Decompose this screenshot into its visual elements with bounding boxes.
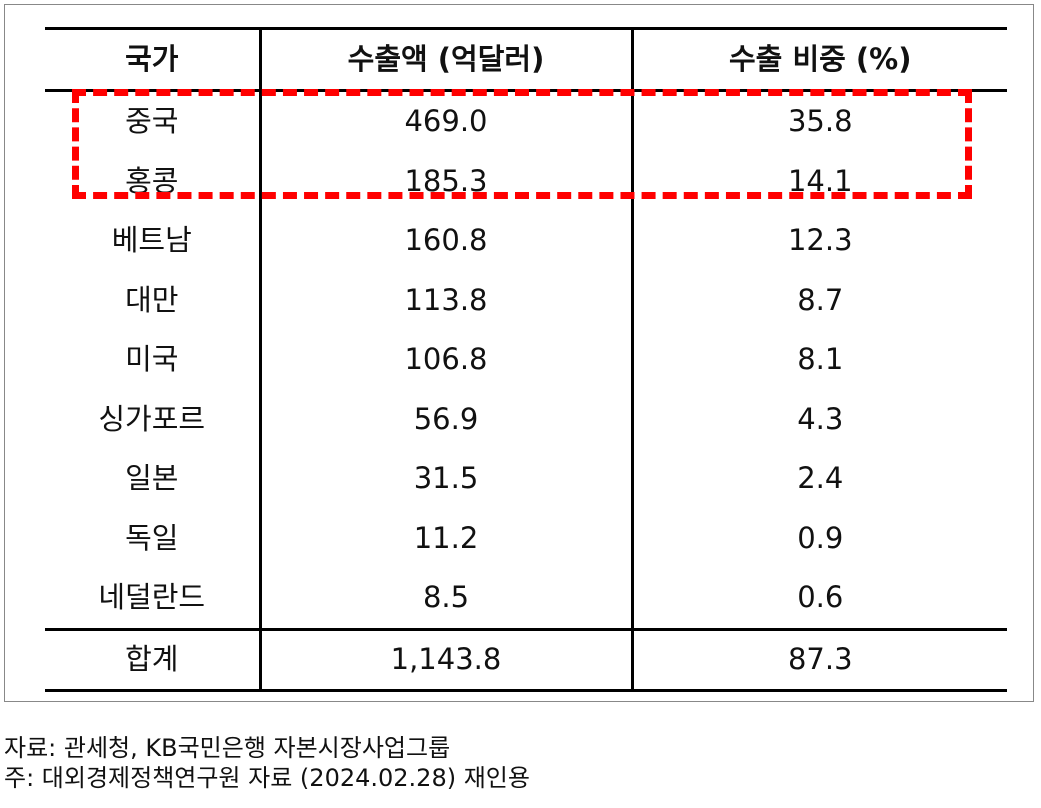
amount-cell: 56.9	[258, 389, 632, 449]
table-row: 홍콩 185.3 14.1	[45, 151, 1007, 211]
export-table: 국가 수출액 (억달러) 수출 비중 (%) 중국 469.0 35.8 홍콩 …	[45, 27, 1007, 692]
share-cell: 14.1	[630, 151, 1007, 211]
amount-cell: 113.8	[258, 270, 632, 330]
notes: 자료: 관세청, KB국민은행 자본시장사업그룹 주: 대외경제정책연구원 자료…	[4, 733, 530, 793]
amount-cell: 31.5	[258, 449, 632, 509]
share-cell: 8.7	[630, 270, 1007, 330]
country-cell: 미국	[125, 342, 179, 377]
table-row: 중국 469.0 35.8	[45, 90, 1007, 152]
country-cell: 네덜란드	[98, 580, 206, 615]
country-cell: 독일	[125, 520, 179, 555]
share-cell: 0.6	[630, 568, 1007, 629]
footnote: 주: 대외경제정책연구원 자료 (2024.02.28) 재인용	[4, 764, 530, 792]
amount-cell: 160.8	[258, 211, 632, 271]
share-cell: 35.8	[630, 90, 1007, 152]
amount-cell: 185.3	[258, 151, 632, 211]
table-row: 베트남 160.8 12.3	[45, 211, 1007, 271]
country-cell: 대만	[125, 282, 179, 317]
share-cell: 8.1	[630, 330, 1007, 390]
country-cell: 베트남	[111, 223, 192, 258]
total-label: 합계	[45, 627, 260, 690]
table-row: 미국 106.8 8.1	[45, 330, 1007, 390]
table-header-row: 국가 수출액 (억달러) 수출 비중 (%)	[45, 28, 1007, 92]
header-country: 국가	[45, 28, 260, 92]
country-cell: 싱가포르	[98, 401, 206, 436]
total-amount: 1,143.8	[258, 627, 632, 690]
table-row: 일본 31.5 2.4	[45, 449, 1007, 509]
table-row: 대만 113.8 8.7	[45, 270, 1007, 330]
header-amount: 수출액 (억달러)	[258, 28, 632, 92]
amount-cell: 8.5	[258, 568, 632, 629]
amount-cell: 469.0	[258, 90, 632, 152]
amount-cell: 106.8	[258, 330, 632, 390]
table-frame: 국가 수출액 (억달러) 수출 비중 (%) 중국 469.0 35.8 홍콩 …	[4, 4, 1034, 702]
table-row: 독일 11.2 0.9	[45, 508, 1007, 568]
share-cell: 4.3	[630, 389, 1007, 449]
share-cell: 2.4	[630, 449, 1007, 509]
table-row: 싱가포르 56.9 4.3	[45, 389, 1007, 449]
amount-cell: 11.2	[258, 508, 632, 568]
total-share: 87.3	[630, 627, 1007, 690]
country-cell: 홍콩	[125, 163, 179, 198]
country-cell: 일본	[125, 461, 179, 496]
table-row: 네덜란드 8.5 0.6	[45, 568, 1007, 629]
share-cell: 0.9	[630, 508, 1007, 568]
total-row: 합계 1,143.8 87.3	[45, 627, 1007, 690]
header-share: 수출 비중 (%)	[630, 28, 1007, 92]
share-cell: 12.3	[630, 211, 1007, 271]
country-cell: 중국	[125, 104, 179, 139]
source-note: 자료: 관세청, KB국민은행 자본시장사업그룹	[4, 734, 451, 762]
